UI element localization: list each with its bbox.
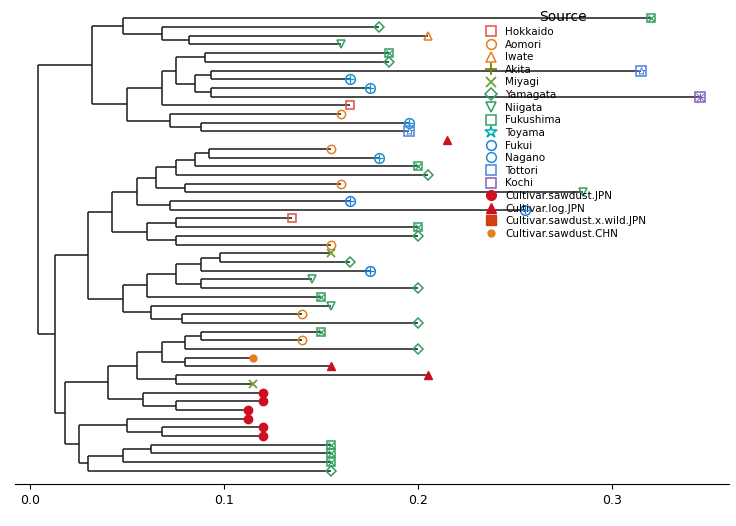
Legend: Hokkaido, Aomori, Iwate, Akita, Miyagi, Yamagata, Niigata, Fukushima, Toyama, Fu: Hokkaido, Aomori, Iwate, Akita, Miyagi, … <box>481 11 646 239</box>
